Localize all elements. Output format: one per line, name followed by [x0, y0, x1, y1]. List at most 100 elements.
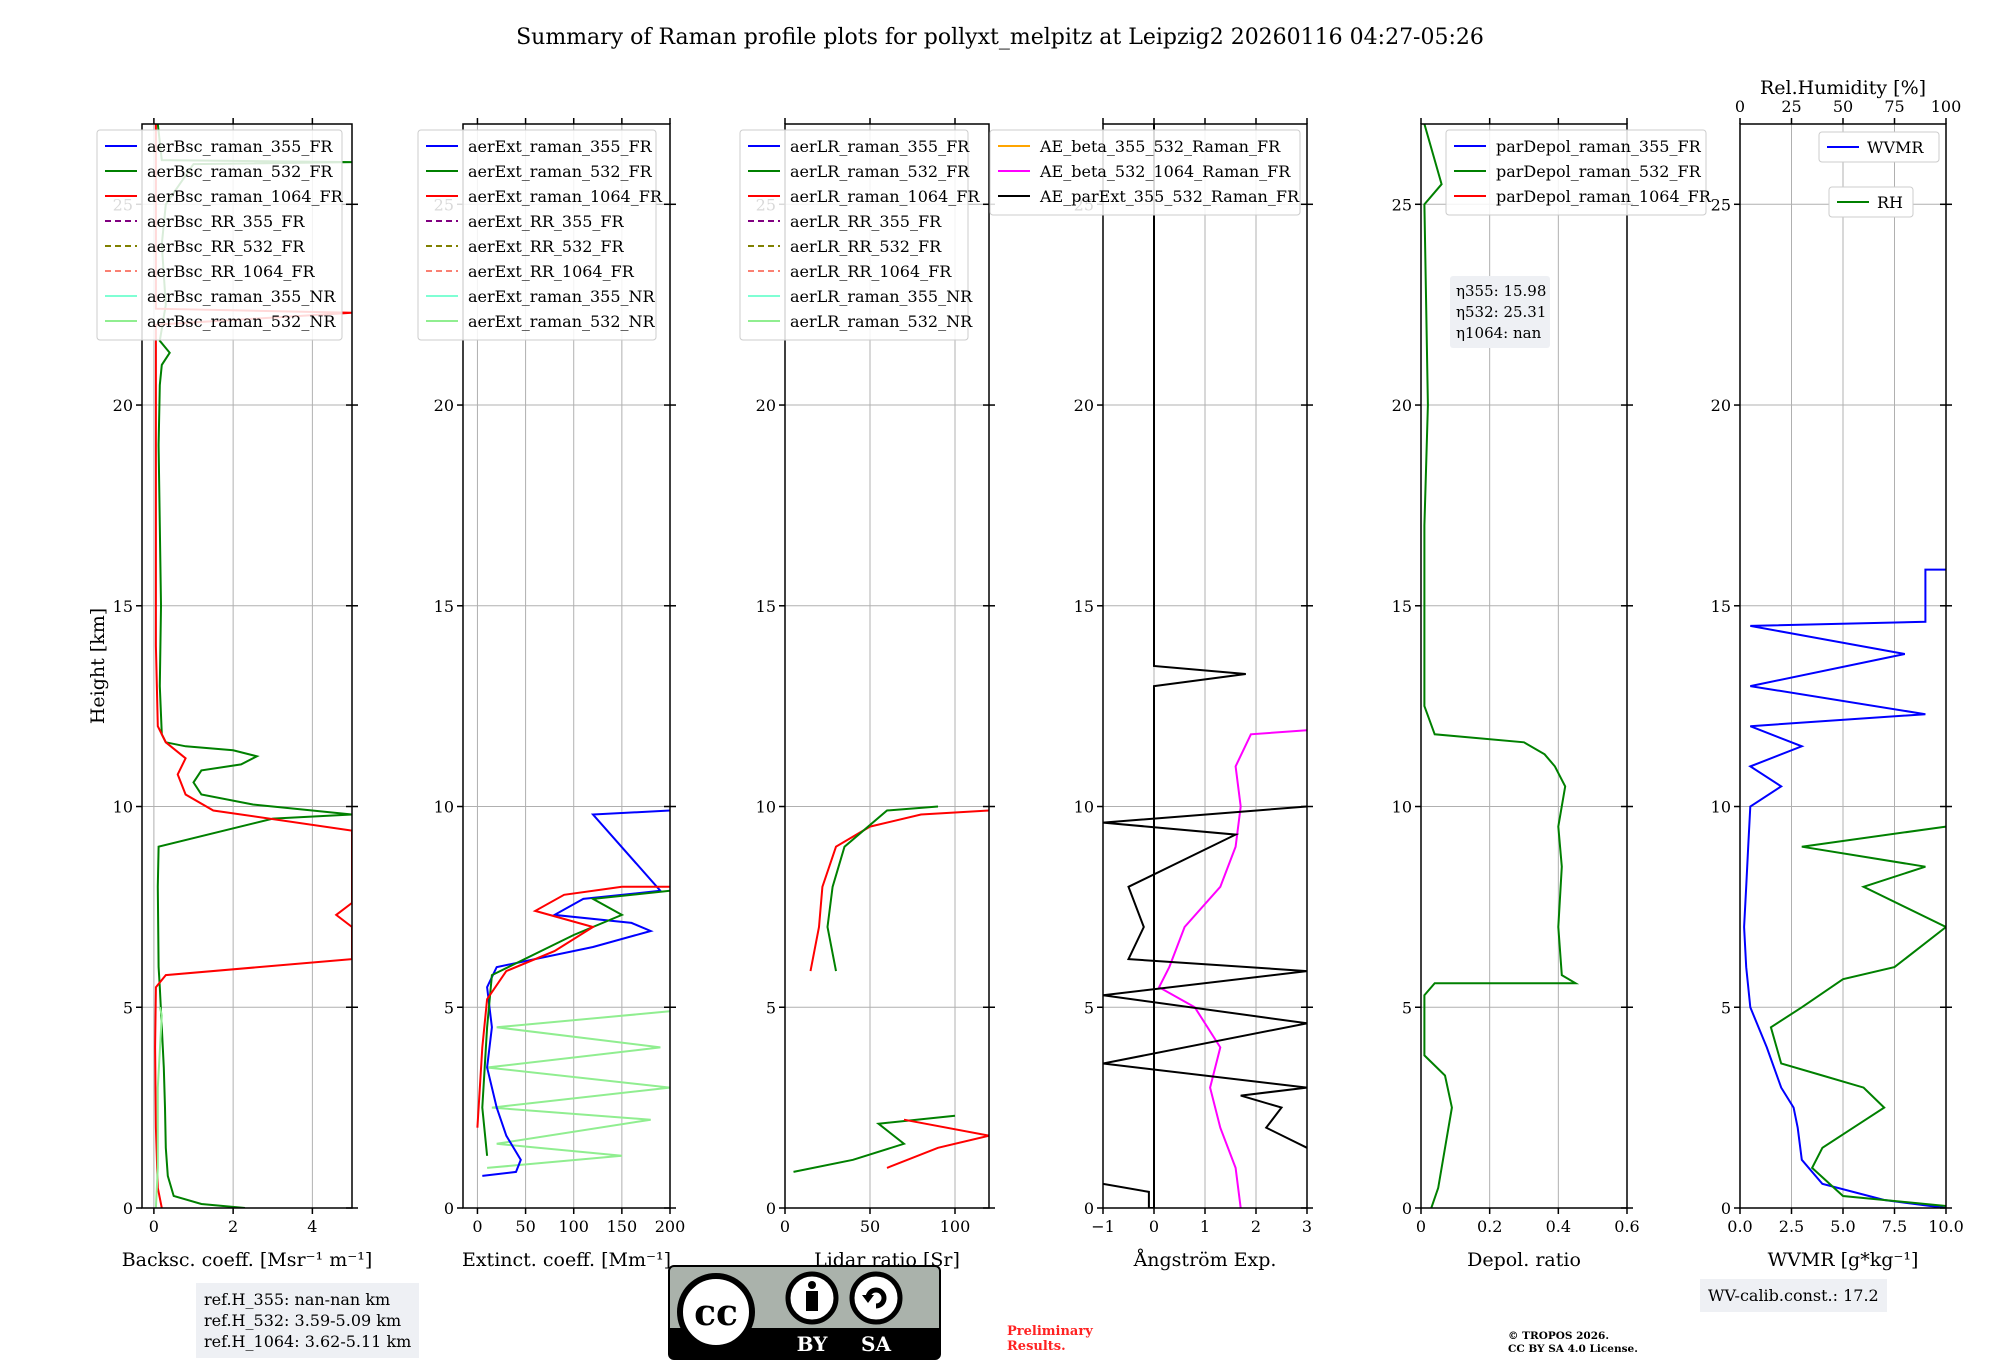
x-tick-label: 50: [515, 1217, 535, 1236]
y-tick-label: 10: [1392, 798, 1412, 817]
x-tick-label: 0: [1416, 1217, 1426, 1236]
x-axis-label: Ångström Exp.: [1133, 1249, 1277, 1271]
y-tick-label: 5: [123, 998, 133, 1017]
x-tick-label: 2: [228, 1217, 238, 1236]
y-tick-label: 0: [1721, 1199, 1731, 1218]
copyright-line-1: © TROPOS 2026.: [1508, 1330, 1610, 1342]
legend-label: AE_parExt_355_532_Raman_FR: [1039, 187, 1300, 206]
y-tick-label: 20: [434, 396, 454, 415]
legend-box: [417, 129, 657, 341]
y-tick-label: 10: [1074, 798, 1094, 817]
x-tick-label: 0.6: [1614, 1217, 1639, 1236]
y-tick-label: 10: [113, 798, 133, 817]
y-tick-label: 5: [1721, 998, 1731, 1017]
y-tick-label: 0: [444, 1199, 454, 1218]
y-tick-label: 0: [1084, 1199, 1094, 1218]
x-axis-label: WVMR [g*kg⁻¹]: [1768, 1249, 1919, 1271]
share-alike-icon: [849, 1271, 903, 1325]
legend-box: [96, 129, 343, 341]
legend-label: AE_beta_532_1064_Raman_FR: [1039, 162, 1291, 181]
series-aerLR_raman_532_FR_low: [793, 1114, 956, 1173]
series-aerExt_raman_532_NR: [486, 1010, 670, 1169]
panel-ext: 0510152025050100150200Extinct. coeff. [M…: [417, 118, 685, 1271]
x-tick-label: 0.4: [1546, 1217, 1571, 1236]
legend-label: aerBsc_RR_355_FR: [147, 212, 305, 231]
y-tick-label: 5: [1084, 998, 1094, 1017]
eta-annotation: η532: 25.31: [1456, 303, 1546, 321]
x-tick-label: 7.5: [1882, 1217, 1907, 1236]
series-group: [1103, 124, 1307, 1208]
legend-label: aerBsc_raman_355_FR: [147, 137, 333, 156]
legend-label: aerLR_raman_532_FR: [790, 162, 970, 181]
legend-label: aerExt_raman_355_FR: [468, 137, 653, 156]
x-tick-label: 150: [607, 1217, 638, 1236]
series-aerExt_raman_1064_FR: [476, 885, 670, 1128]
x-tick-label: 4: [307, 1217, 317, 1236]
series-aerExt_raman_355_FR: [482, 809, 670, 1177]
badge-sa-label: SA: [861, 1332, 891, 1356]
series-aerBsc_raman_1064_FR: [154, 124, 352, 1208]
legend-box: [1445, 129, 1707, 216]
axes-frame: [1420, 123, 1628, 1209]
series-aerLR_raman_532_FR: [826, 805, 939, 972]
y-tick-label: 20: [1392, 396, 1412, 415]
cc-by-sa-license-badge: cc BY SA: [668, 1265, 941, 1360]
y-tick-label: 20: [113, 396, 133, 415]
legend-label: parDepol_raman_355_FR: [1496, 137, 1702, 156]
x-tick-label: 2.5: [1779, 1217, 1804, 1236]
y-tick-label: 15: [1392, 597, 1412, 616]
series-group: [1743, 568, 1946, 1208]
legend-label: parDepol_raman_1064_FR: [1496, 187, 1712, 206]
legend-label: AE_beta_355_532_Raman_FR: [1039, 137, 1281, 156]
y-tick-label: 15: [434, 597, 454, 616]
y-tick-label: 15: [756, 597, 776, 616]
series-aerExt_raman_532_FR: [481, 889, 670, 1156]
legend-box: [739, 129, 969, 341]
legend-label: parDepol_raman_532_FR: [1496, 162, 1702, 181]
y-tick-label: 5: [766, 998, 776, 1017]
x-tick-label: 0.0: [1727, 1217, 1752, 1236]
y-tick-label: 25: [1711, 195, 1731, 214]
x-tick-label: 1: [1200, 1217, 1210, 1236]
legend-box: [1818, 131, 1940, 163]
y-tick-label: 20: [756, 396, 776, 415]
reference-heights-box: ref.H_355: nan-nan km ref.H_532: 3.59-5.…: [196, 1283, 420, 1358]
axes-frame: [784, 123, 990, 1209]
y-tick-label: 5: [1402, 998, 1412, 1017]
series-AE_beta_532_1064_Raman_FR: [1157, 729, 1307, 1208]
series-aerLR_raman_1064_FR: [809, 809, 989, 972]
x-tick-label: 100: [558, 1217, 589, 1236]
x-axis-label: Depol. ratio: [1467, 1249, 1581, 1271]
copyright-line-2: CC BY SA 4.0 License.: [1508, 1343, 1638, 1355]
x-tick-label: 10.0: [1928, 1217, 1964, 1236]
legend-label: aerBsc_raman_532_NR: [147, 312, 336, 331]
legend-label: aerExt_raman_532_FR: [468, 162, 653, 181]
top-x-axis-label: Rel.Humidity [%]: [1760, 77, 1926, 99]
legend-box: [1828, 186, 1914, 218]
x-tick-label: 2: [1251, 1217, 1261, 1236]
copyright-notice: © TROPOS 2026. CC BY SA 4.0 License.: [1508, 1330, 1638, 1356]
panel-depol: 0 5 10 15 20 25 0 0.2 0.4 0.6 Depol. ratio parDepol…: [1392, 118, 1712, 1271]
ref-height-355: ref.H_355: nan-nan km: [204, 1290, 391, 1309]
figure-title: Summary of Raman profile plots for polly…: [516, 25, 1484, 50]
top-x-tick-label: 75: [1884, 97, 1904, 116]
legend-label: aerBsc_raman_355_NR: [147, 287, 336, 306]
legend-label: aerLR_raman_1064_FR: [790, 187, 980, 206]
legend-label: aerLR_RR_355_FR: [790, 212, 942, 231]
legend-label: aerLR_RR_1064_FR: [790, 262, 952, 281]
x-tick-label: 100: [940, 1217, 971, 1236]
x-tick-label: 0: [472, 1217, 482, 1236]
series-WVMR: [1743, 568, 1946, 1208]
legend-label: aerLR_raman_355_FR: [790, 137, 970, 156]
badge-by-label: BY: [797, 1332, 829, 1356]
y-axis-label: Height [km]: [87, 608, 109, 724]
x-axis-label: Extinct. coeff. [Mm⁻¹]: [462, 1249, 671, 1271]
series-aerLR_raman_1064_FR_low: [886, 1118, 989, 1169]
svg-text:cc: cc: [694, 1292, 738, 1334]
y-tick-label: 20: [1711, 396, 1731, 415]
x-tick-label: −1: [1091, 1217, 1115, 1236]
y-tick-label: 25: [1392, 195, 1412, 214]
legend-label: aerExt_RR_355_FR: [468, 212, 625, 231]
